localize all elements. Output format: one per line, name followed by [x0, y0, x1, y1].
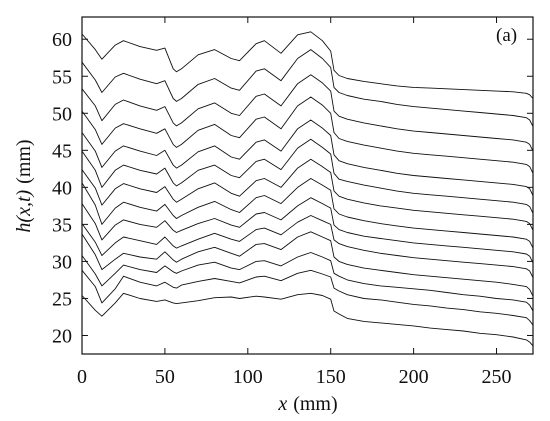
y-tick-label: 30 [52, 251, 72, 273]
profile-line-5 [81, 215, 534, 279]
x-tick-label: 250 [482, 366, 512, 388]
x-axis-ticks: 0 50 100 150 200 250 [77, 17, 512, 388]
profile-line-4 [81, 231, 534, 297]
profile-line-11 [81, 96, 534, 174]
y-tick-label: 45 [52, 140, 72, 162]
profile-line-1 [81, 292, 534, 347]
y-tick-label: 40 [52, 177, 72, 199]
profile-line-13 [81, 49, 534, 128]
profile-line-3 [81, 252, 534, 312]
y-tick-label: 20 [52, 325, 72, 347]
y-tick-label: 50 [52, 103, 72, 125]
profiles-group [81, 31, 534, 347]
profile-line-12 [81, 74, 534, 152]
y-axis-label: h(x,t) (mm) [13, 139, 35, 232]
x-tick-label: 0 [77, 366, 87, 388]
y-axis-variable: h(x,t) [13, 190, 35, 233]
x-axis-variable: x [277, 393, 287, 415]
x-tick-label: 150 [316, 366, 346, 388]
panel-label: (a) [496, 25, 517, 46]
y-tick-label: 60 [52, 29, 72, 51]
x-tick-label: 200 [399, 366, 429, 388]
profile-line-9 [81, 138, 534, 214]
x-tick-label: 50 [155, 366, 175, 388]
profile-line-10 [81, 119, 534, 196]
y-tick-label: 25 [52, 288, 72, 310]
y-axis-ticks: 20 25 30 35 40 45 50 55 60 [52, 29, 533, 347]
x-tick-label: 100 [233, 366, 263, 388]
profile-line-8 [81, 158, 534, 231]
y-tick-label: 35 [52, 214, 72, 236]
profile-line-6 [81, 197, 534, 264]
y-axis-unit: (mm) [13, 139, 35, 183]
profile-line-7 [81, 178, 534, 249]
x-axis-unit: (mm) [293, 393, 337, 415]
y-tick-label: 55 [52, 66, 72, 88]
plot-frame [81, 16, 534, 355]
x-axis-label: x (mm) [277, 393, 337, 415]
profile-line-14 [81, 31, 534, 99]
profile-line-2 [81, 269, 534, 326]
